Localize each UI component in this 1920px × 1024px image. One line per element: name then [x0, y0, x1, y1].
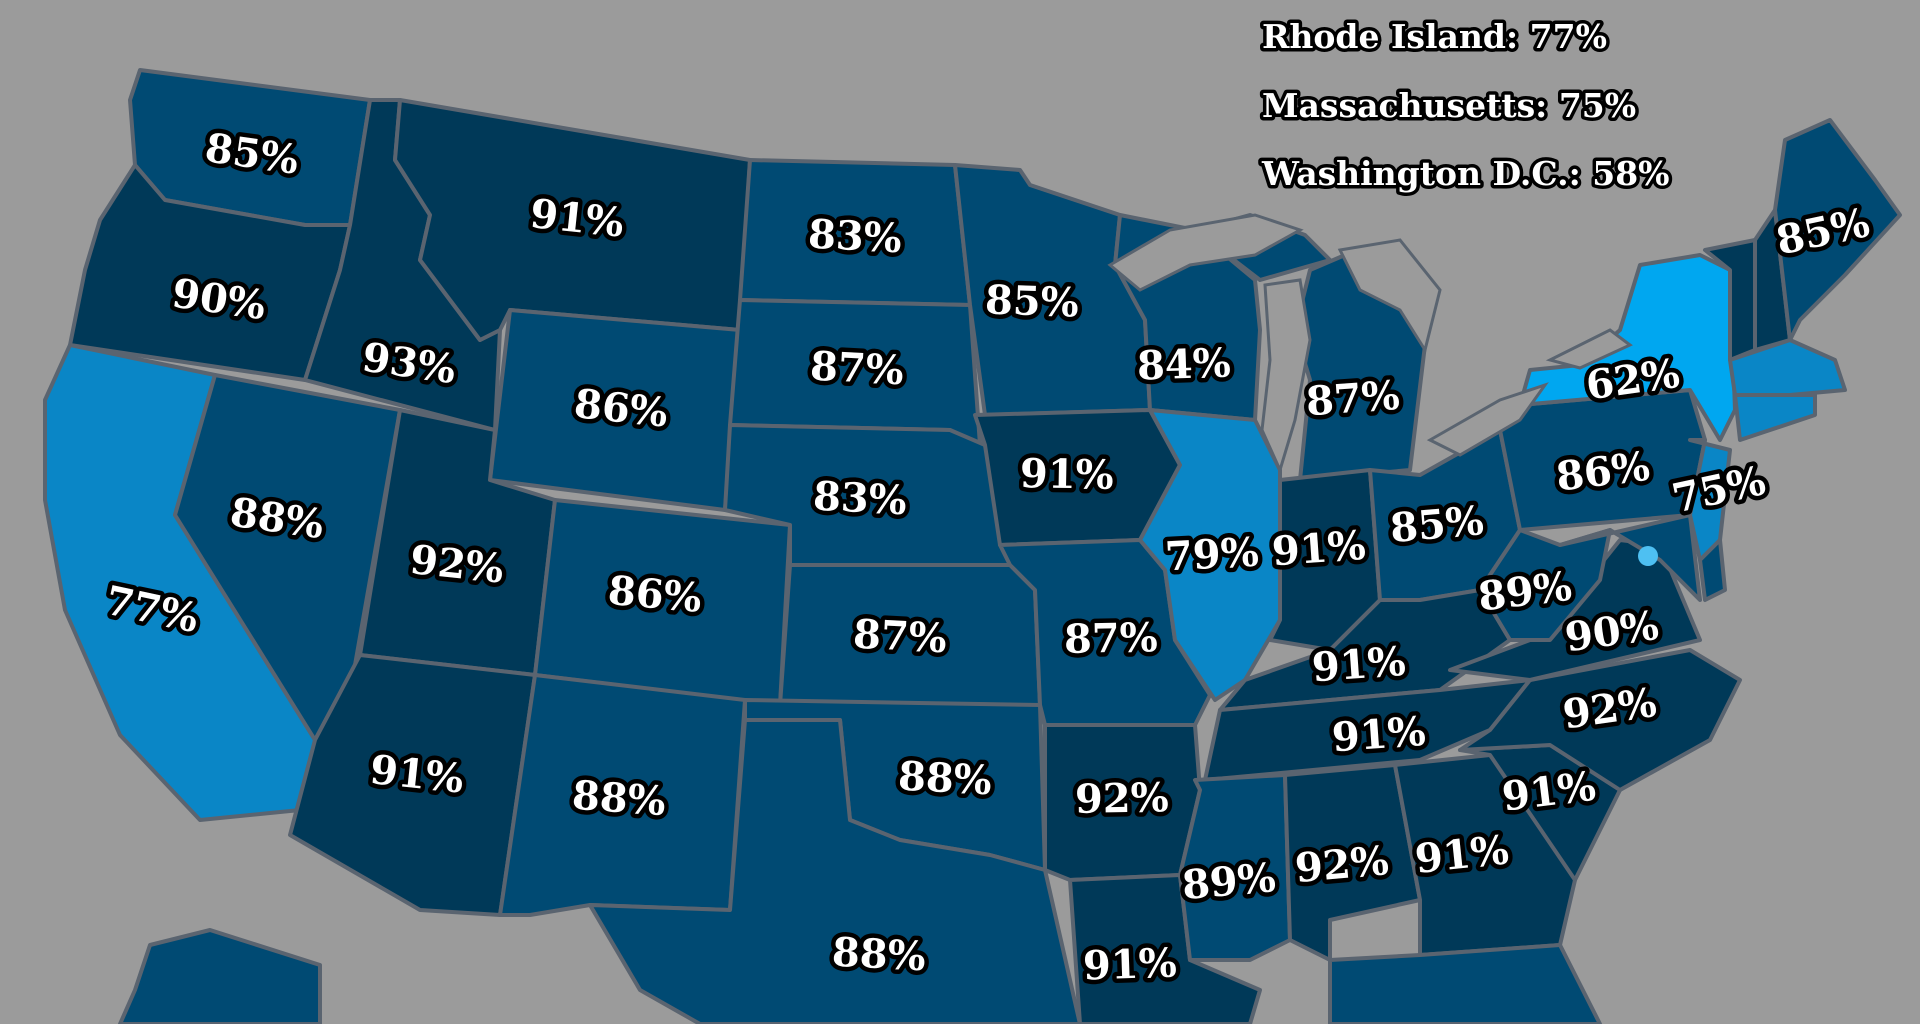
- label-nd: 83%: [807, 211, 903, 263]
- label-tn: 91%: [1330, 708, 1427, 761]
- legend-rhode-island: Rhode Island: 77%: [1262, 17, 1607, 56]
- label-ut: 92%: [408, 536, 506, 593]
- label-tx: 88%: [831, 929, 927, 981]
- lake-ontario: [1545, 328, 1633, 370]
- state-north-carolina: [1458, 648, 1742, 792]
- lake-erie: [1426, 382, 1549, 457]
- label-il: 79%: [1164, 529, 1260, 581]
- label-al: 92%: [1293, 837, 1390, 892]
- lake-huron: [1337, 238, 1442, 354]
- label-in: 91%: [1270, 522, 1367, 575]
- state-maine: [1773, 118, 1902, 342]
- label-oh: 85%: [1388, 497, 1485, 552]
- label-mt: 91%: [528, 190, 626, 247]
- label-mn: 85%: [984, 276, 1079, 326]
- label-ne: 83%: [812, 473, 908, 525]
- legend: Rhode Island: 77% Massachusetts: 75% Was…: [1258, 14, 1674, 197]
- label-az: 91%: [368, 746, 466, 803]
- label-ok: 88%: [897, 753, 993, 805]
- legend-massachusetts: Massachusetts: 75%: [1262, 86, 1636, 125]
- label-nm: 88%: [571, 772, 668, 825]
- state-maryland: [1558, 513, 1702, 602]
- label-sd: 87%: [809, 343, 905, 395]
- label-ms: 89%: [1180, 854, 1277, 909]
- label-sc: 91%: [1499, 763, 1598, 821]
- state-west-virginia: [1478, 528, 1612, 642]
- state-connecticut-ri: [1733, 393, 1817, 442]
- great-lakes: [1107, 213, 1633, 475]
- label-id: 93%: [359, 334, 458, 394]
- label-wy: 86%: [572, 380, 670, 437]
- label-ga: 91%: [1413, 826, 1511, 883]
- label-la: 91%: [1082, 939, 1177, 989]
- label-mo: 87%: [1064, 614, 1158, 663]
- lake-michigan: [1260, 278, 1312, 475]
- label-mi: 87%: [1304, 372, 1401, 425]
- state-delaware: [1698, 538, 1727, 602]
- label-ky: 91%: [1310, 638, 1407, 691]
- state-texas: [588, 718, 1082, 1024]
- state-florida: [1328, 943, 1602, 1024]
- label-ia: 91%: [1020, 450, 1114, 499]
- label-wi: 84%: [1136, 339, 1231, 389]
- legend-washington-dc: Washington D.C.: 58%: [1261, 154, 1670, 193]
- label-ar: 92%: [1075, 774, 1169, 823]
- lake-superior: [1107, 213, 1304, 292]
- state-shapes: [43, 68, 1902, 1024]
- state-alaska-fragment: [118, 928, 322, 1024]
- dc-marker: [1638, 546, 1658, 566]
- label-co: 86%: [606, 567, 703, 622]
- label-ks: 87%: [852, 611, 948, 663]
